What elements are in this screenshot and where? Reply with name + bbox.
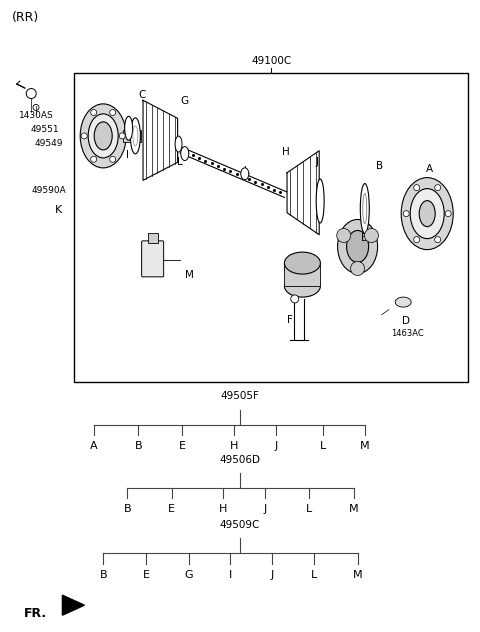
Text: B: B	[99, 569, 107, 580]
Ellipse shape	[410, 188, 444, 239]
Text: 49505F: 49505F	[221, 391, 259, 401]
Text: J: J	[275, 441, 277, 451]
Circle shape	[337, 229, 351, 243]
Text: 49590A: 49590A	[31, 186, 66, 195]
Text: J: J	[271, 569, 274, 580]
Ellipse shape	[419, 200, 435, 227]
Ellipse shape	[395, 297, 411, 307]
Text: J: J	[264, 504, 267, 514]
FancyBboxPatch shape	[142, 241, 164, 277]
Ellipse shape	[88, 114, 118, 158]
Ellipse shape	[363, 193, 367, 224]
Text: M: M	[185, 270, 193, 281]
Circle shape	[291, 295, 299, 303]
Circle shape	[350, 262, 365, 276]
Text: 49551: 49551	[30, 125, 59, 134]
Text: 49506D: 49506D	[219, 454, 261, 465]
Text: L: L	[177, 157, 183, 167]
Ellipse shape	[131, 118, 140, 154]
Text: D: D	[402, 316, 409, 326]
Text: H: H	[282, 147, 289, 157]
Text: H: H	[219, 504, 228, 514]
Text: 49509C: 49509C	[220, 520, 260, 530]
Text: L: L	[244, 166, 250, 176]
Bar	[123, 130, 141, 142]
Text: C: C	[138, 90, 145, 100]
Text: B: B	[376, 161, 383, 171]
Ellipse shape	[337, 219, 378, 274]
Ellipse shape	[175, 136, 182, 152]
Text: 1463AC: 1463AC	[391, 329, 424, 337]
Circle shape	[81, 133, 87, 139]
Text: A: A	[90, 441, 97, 451]
Text: 49100C: 49100C	[251, 56, 291, 66]
Text: B: B	[134, 441, 142, 451]
Circle shape	[110, 109, 116, 116]
Text: E: E	[179, 441, 186, 451]
Text: (RR): (RR)	[12, 11, 39, 25]
Polygon shape	[62, 595, 84, 615]
Circle shape	[414, 185, 420, 191]
Text: I: I	[126, 150, 129, 160]
Circle shape	[91, 156, 96, 162]
Text: I: I	[229, 569, 232, 580]
Circle shape	[403, 210, 409, 217]
Circle shape	[445, 210, 451, 217]
Text: E: E	[143, 569, 150, 580]
Ellipse shape	[80, 104, 126, 168]
Circle shape	[435, 236, 441, 243]
Text: F: F	[288, 315, 293, 325]
Text: B: B	[123, 504, 131, 514]
Text: 1430AS: 1430AS	[19, 111, 54, 119]
Text: M: M	[353, 569, 362, 580]
Ellipse shape	[401, 178, 453, 250]
Ellipse shape	[125, 116, 132, 140]
Circle shape	[33, 104, 39, 111]
Text: K: K	[55, 205, 62, 216]
Text: E: E	[168, 504, 175, 514]
Text: FR.: FR.	[24, 607, 47, 620]
Ellipse shape	[316, 179, 324, 223]
Text: L: L	[319, 441, 326, 451]
Ellipse shape	[284, 275, 321, 297]
Ellipse shape	[94, 122, 112, 150]
Text: H: H	[229, 441, 238, 451]
Ellipse shape	[360, 183, 369, 234]
Ellipse shape	[181, 147, 189, 161]
Text: E: E	[360, 233, 367, 243]
Text: M: M	[360, 441, 370, 451]
Text: L: L	[305, 504, 312, 514]
Circle shape	[435, 185, 441, 191]
Text: J: J	[315, 157, 318, 167]
Circle shape	[91, 109, 96, 116]
Text: G: G	[184, 569, 193, 580]
Ellipse shape	[347, 231, 369, 262]
Ellipse shape	[133, 126, 138, 146]
Circle shape	[414, 236, 420, 243]
Bar	[284, 264, 321, 286]
Ellipse shape	[284, 252, 321, 274]
Text: G: G	[181, 96, 189, 106]
Ellipse shape	[241, 168, 249, 179]
Text: L: L	[311, 569, 317, 580]
Circle shape	[119, 133, 125, 139]
Bar	[148, 233, 157, 243]
Circle shape	[364, 229, 378, 243]
Text: A: A	[426, 164, 433, 174]
Text: 49549: 49549	[35, 139, 63, 148]
Text: M: M	[349, 504, 359, 514]
Circle shape	[110, 156, 116, 162]
Circle shape	[26, 88, 36, 99]
